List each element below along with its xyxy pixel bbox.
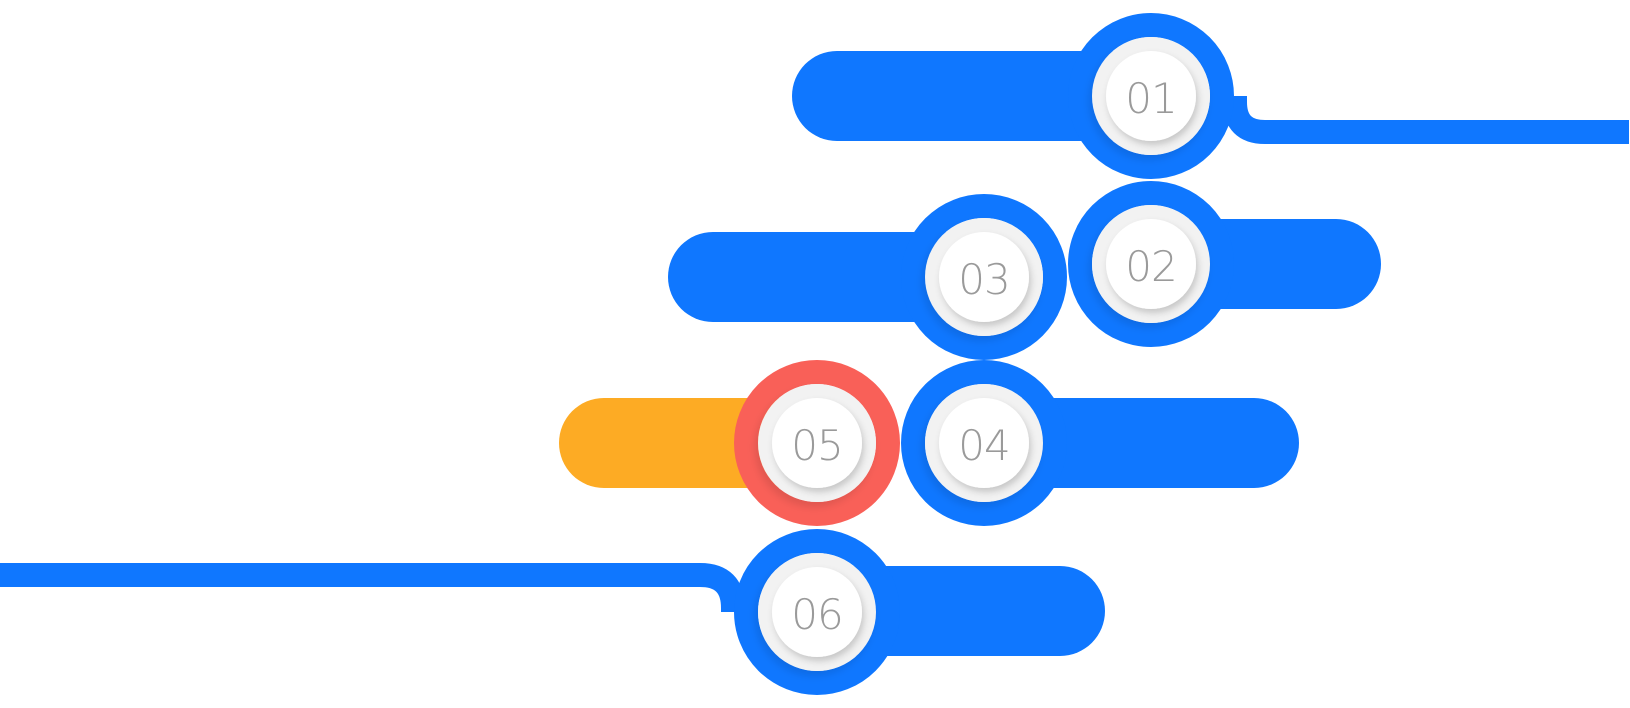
step-number-01: 01	[1125, 74, 1176, 123]
node-face-03	[939, 232, 1029, 322]
ring-01	[1068, 13, 1234, 179]
top-exit-line	[1223, 96, 1629, 144]
node-face-05	[772, 398, 862, 488]
step-number-06: 06	[791, 590, 842, 639]
ring-06	[734, 529, 900, 695]
ring-02	[1068, 181, 1234, 347]
step-number-04: 04	[958, 421, 1009, 470]
bottom-entry-line	[0, 563, 745, 612]
step-number-02: 02	[1125, 242, 1176, 291]
ring-04	[901, 360, 1067, 526]
ring-03	[901, 194, 1067, 360]
node-face-01	[1106, 51, 1196, 141]
step-number-03: 03	[958, 255, 1009, 304]
bar-01	[792, 51, 1162, 141]
node-face-06	[772, 567, 862, 657]
ring-05	[734, 360, 900, 526]
node-face-04	[939, 398, 1029, 488]
step-number-05: 05	[791, 421, 842, 470]
node-face-02	[1106, 219, 1196, 309]
